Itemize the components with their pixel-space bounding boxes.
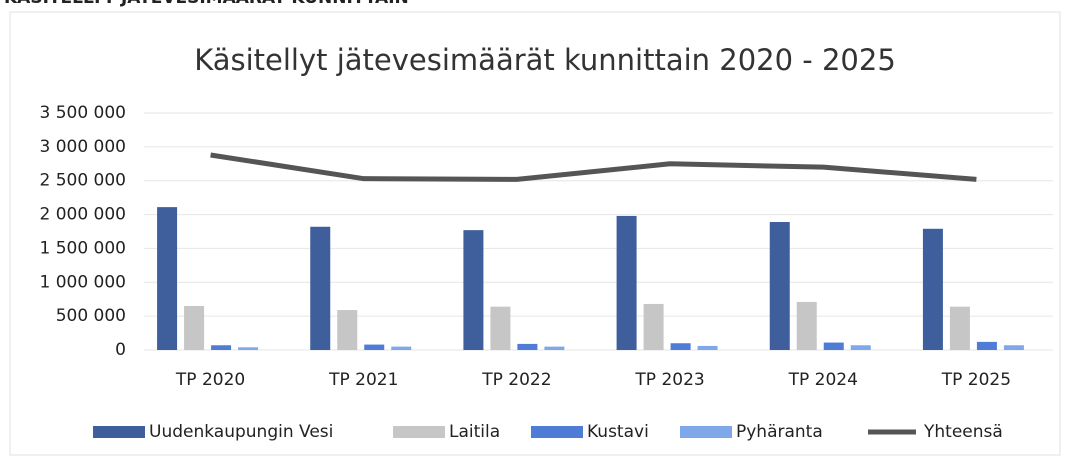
bar <box>796 301 817 350</box>
bar <box>643 303 664 350</box>
legend-swatch <box>393 426 445 438</box>
x-tick-label: TP 2024 <box>788 370 858 390</box>
chart-border <box>9 11 1061 456</box>
x-tick-label: TP 2021 <box>328 370 398 390</box>
bar <box>310 226 331 350</box>
bar <box>490 306 511 350</box>
x-tick-label: TP 2023 <box>634 370 704 390</box>
bar <box>544 346 565 350</box>
x-tick-label: TP 2025 <box>941 370 1011 390</box>
x-tick-label: TP 2022 <box>481 370 551 390</box>
bar <box>616 215 637 350</box>
bar <box>823 342 844 350</box>
legend-swatch <box>680 426 732 438</box>
bar <box>337 310 358 350</box>
y-tick-label: 3 500 000 <box>39 103 126 123</box>
bar <box>184 305 205 350</box>
y-tick-label: 2 000 000 <box>39 205 126 225</box>
bar <box>463 230 484 350</box>
bar <box>769 222 790 350</box>
bar <box>517 343 538 350</box>
bar <box>670 343 691 350</box>
legend-label: Laitila <box>449 422 500 442</box>
y-tick-label: 3 000 000 <box>39 137 126 157</box>
bar <box>157 207 178 350</box>
page-heading: KÄSITELLYT JÄTEVESIMÄÄRÄT KUNNITTAIN <box>4 0 409 8</box>
bar <box>364 344 385 350</box>
bar <box>949 306 970 350</box>
y-tick-label: 2 500 000 <box>39 171 126 191</box>
legend-label: Yhteensä <box>923 422 1003 442</box>
bar <box>1003 345 1024 350</box>
chart-title: Käsitellyt jätevesimäärät kunnittain 202… <box>194 43 896 77</box>
legend-label: Pyhäranta <box>736 422 823 442</box>
legend-label: Uudenkaupungin Vesi <box>149 422 333 442</box>
bar <box>391 346 412 350</box>
y-tick-label: 1 000 000 <box>39 272 126 292</box>
legend-swatch <box>531 426 583 438</box>
bar <box>697 345 718 350</box>
y-tick-label: 0 <box>115 340 126 360</box>
bar <box>850 345 871 350</box>
y-tick-label: 1 500 000 <box>39 238 126 258</box>
line <box>210 152 977 182</box>
x-tick-label: TP 2020 <box>175 370 245 390</box>
bar <box>211 345 232 350</box>
bar <box>238 347 259 350</box>
bar <box>976 341 997 350</box>
y-tick-label: 500 000 <box>56 306 126 326</box>
legend-swatch <box>93 426 145 438</box>
legend-label: Kustavi <box>587 422 649 442</box>
bar <box>922 228 943 350</box>
